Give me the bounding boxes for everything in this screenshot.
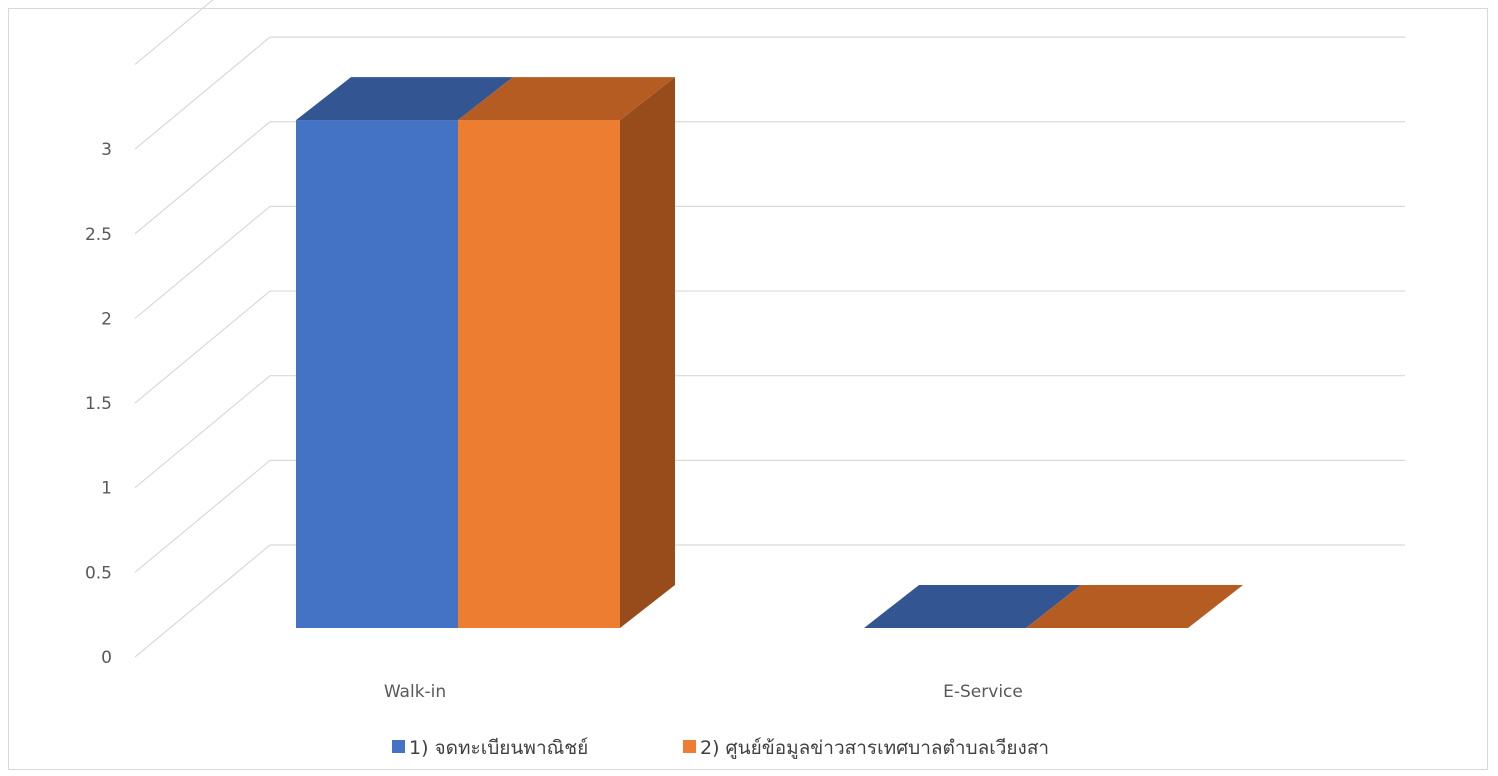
bar-top (1026, 585, 1243, 628)
legend-label: 2) ศูนย์ข้อมูลข่าวสารเทศบาลตำบลเวียงสา (700, 737, 1049, 759)
category-label: Walk-in (384, 682, 446, 702)
y-tick-label: 2.5 (85, 225, 112, 245)
y-tick-label: 0.5 (85, 563, 112, 583)
bar-top (864, 585, 1081, 628)
bar (296, 77, 513, 628)
side-gridline (134, 544, 271, 658)
legend-swatch (392, 740, 405, 753)
y-tick-label: 3 (101, 140, 112, 160)
side-gridline (134, 459, 271, 573)
bar-top (296, 77, 513, 121)
bar-top (458, 77, 675, 121)
bar-front (458, 120, 620, 628)
y-tick-label: 0 (101, 648, 112, 668)
side-gridline (134, 36, 271, 150)
bar-front (296, 120, 458, 628)
y-axis-ticks: 0 0.5 1 1.5 2 2.5 3 (85, 140, 112, 668)
bar (864, 585, 1081, 628)
bars (296, 77, 1243, 629)
category-label: E-Service (943, 682, 1023, 702)
y-tick-label: 1.5 (85, 394, 112, 414)
legend: 1) จดทะเบียนพาณิชย์ 2) ศูนย์ข้อมูลข่าวสาร… (392, 737, 1049, 759)
y-tick-label: 2 (101, 309, 112, 329)
x-axis-labels: Walk-in E-Service (384, 682, 1023, 702)
side-gridline (134, 205, 271, 319)
bar (458, 77, 675, 629)
side-gridline (134, 290, 271, 404)
side-gridline (134, 0, 214, 65)
bar-side (620, 77, 675, 629)
legend-label: 1) จดทะเบียนพาณิชย์ (409, 737, 588, 759)
legend-swatch (683, 740, 696, 753)
y-tick-label: 1 (101, 479, 112, 499)
side-gridline (134, 375, 271, 489)
side-gridline (134, 121, 271, 235)
bar (1026, 585, 1243, 628)
